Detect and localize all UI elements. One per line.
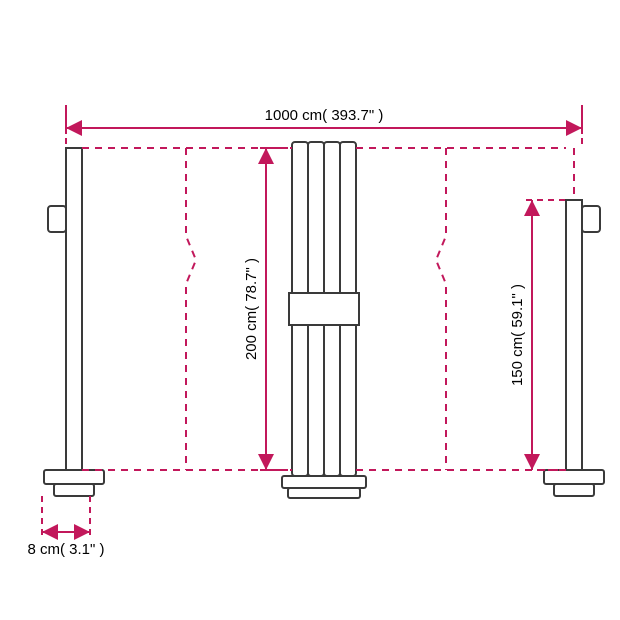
dim-height-200: 200 cm( 78.7" ) [243,258,260,360]
dim-depth: 8 cm( 3.1" ) [27,541,104,558]
dimension-diagram: 1000 cm( 393.7" ) 200 cm( 78.7" ) 150 cm( … [0,0,620,620]
dim-height-150: 150 cm( 59.1" ) [509,284,526,386]
dim-width: 1000 cm( 393.7" ) [265,107,384,124]
